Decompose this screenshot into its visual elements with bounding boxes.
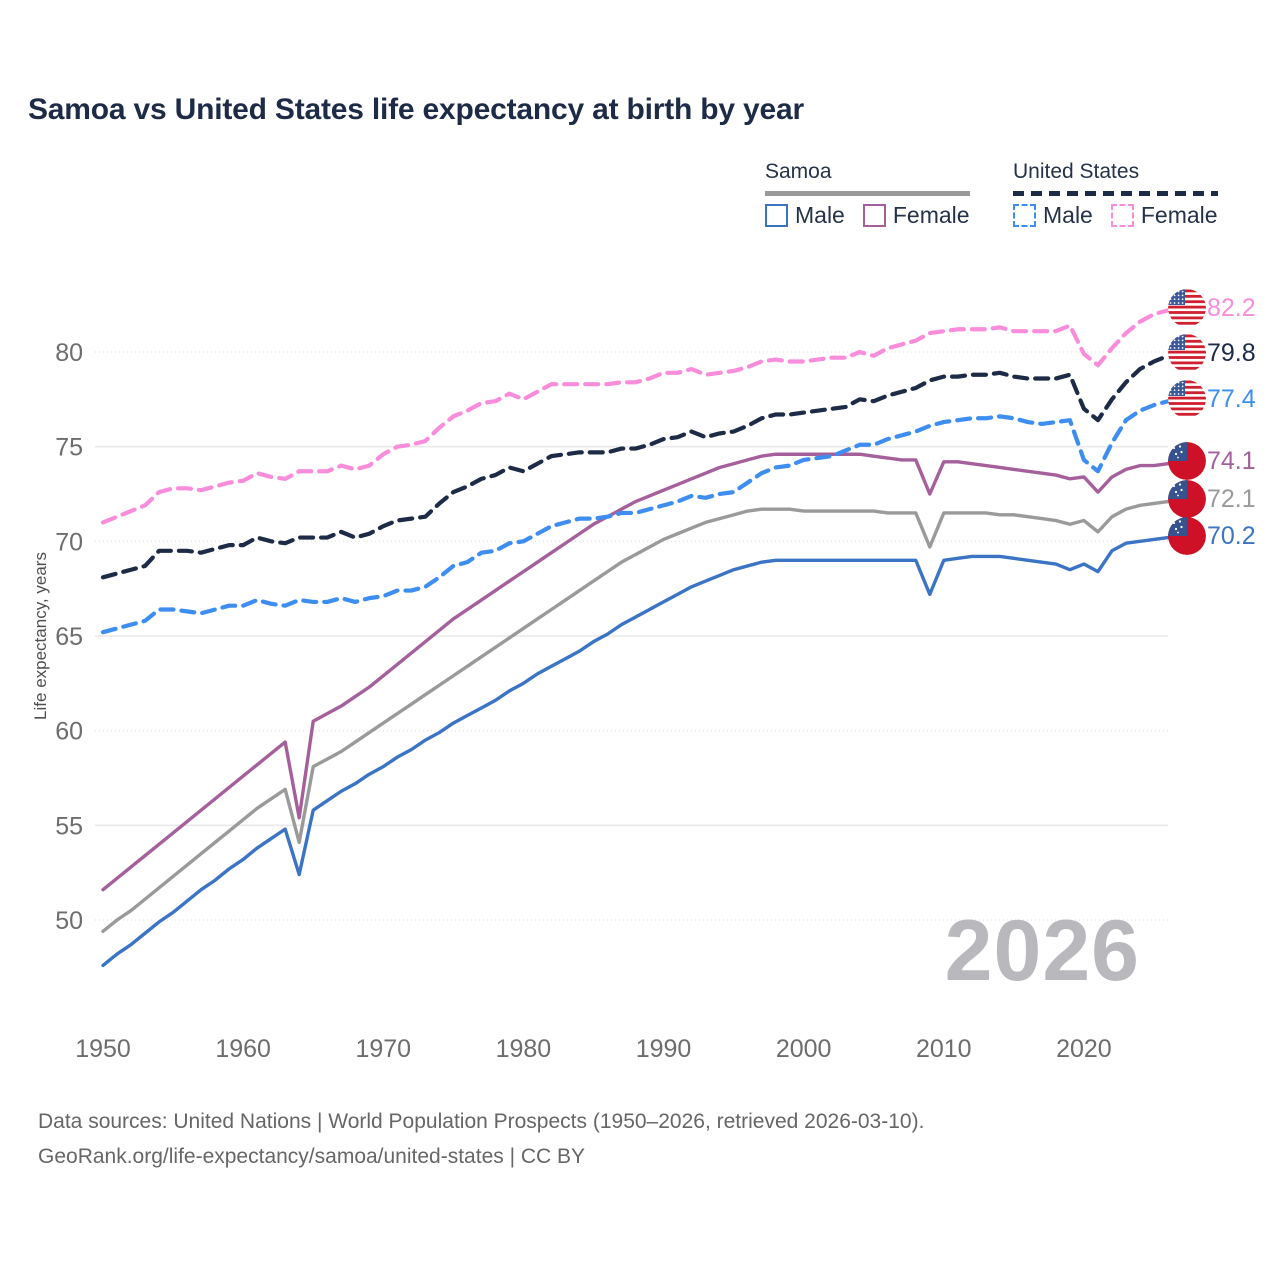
legend-rule-united-states xyxy=(1013,191,1218,196)
legend-item-samoa-male[interactable]: Male xyxy=(765,202,845,229)
y-axis-tick-label: 60 xyxy=(55,718,83,746)
flag-icon-united-states xyxy=(1168,289,1206,327)
x-axis-tick-label: 2020 xyxy=(1056,1035,1112,1063)
legend-group-samoa: Samoa Male Female xyxy=(765,160,970,229)
series-end-value-label: 72.1 xyxy=(1207,485,1256,513)
legend-rule-samoa xyxy=(765,191,970,196)
series-line xyxy=(100,353,1171,580)
legend-swatch-usa-female xyxy=(1110,204,1134,227)
legend-label-usa-male: Male xyxy=(1043,202,1093,228)
chart-footer: Data sources: United Nations | World Pop… xyxy=(38,1105,924,1174)
series-line xyxy=(101,535,1170,968)
x-axis-tick-label: 1970 xyxy=(355,1035,411,1063)
y-axis-tick-label: 75 xyxy=(55,434,83,462)
x-axis-tick-label: 2000 xyxy=(776,1035,832,1063)
x-axis-tick-label: 1960 xyxy=(215,1035,271,1063)
y-axis-tick-label: 65 xyxy=(55,623,83,651)
legend-item-samoa-female[interactable]: Female xyxy=(862,202,970,229)
year-watermark: 2026 xyxy=(944,903,1140,999)
legend-group-united-states: United States Male Female xyxy=(1013,160,1218,229)
series-end-value-label: 74.1 xyxy=(1207,447,1256,475)
flag-icon-united-states xyxy=(1168,380,1206,418)
y-axis-tick-label: 55 xyxy=(55,812,83,840)
footer-line-2: GeoRank.org/life-expectancy/samoa/united… xyxy=(38,1144,586,1168)
series-line xyxy=(100,308,1171,525)
series-end-value-label: 77.4 xyxy=(1207,385,1256,413)
legend-label-usa-female: Female xyxy=(1140,202,1218,228)
legend-item-usa-male[interactable]: Male xyxy=(1013,202,1093,229)
y-axis-title: Life expectancy, years xyxy=(31,552,50,720)
page-title: Samoa vs United States life expectancy a… xyxy=(28,93,804,126)
series-end-value-label: 82.2 xyxy=(1207,294,1256,322)
series-line xyxy=(100,399,1171,635)
chart-legend: Samoa Male Female United States Male xyxy=(760,160,1255,240)
legend-swatch-samoa-female xyxy=(862,204,886,227)
y-axis-tick-label: 50 xyxy=(55,907,83,935)
legend-label-samoa-female: Female xyxy=(892,202,970,228)
y-axis-tick-label: 70 xyxy=(55,528,83,556)
legend-swatch-samoa-male xyxy=(765,204,788,227)
series-line xyxy=(101,499,1170,934)
x-axis-tick-label: 1950 xyxy=(75,1035,131,1063)
legend-country-united-states: United States xyxy=(1013,160,1140,183)
x-axis-tick-label: 2010 xyxy=(916,1035,972,1063)
flag-icon-samoa xyxy=(1168,480,1206,518)
series-line xyxy=(101,452,1170,892)
legend-country-samoa: Samoa xyxy=(765,160,832,183)
flag-icon-united-states xyxy=(1168,334,1206,372)
x-axis-tick-label: 1980 xyxy=(496,1035,552,1063)
series-end-value-label: 79.8 xyxy=(1207,339,1256,367)
legend-item-usa-female[interactable]: Female xyxy=(1110,202,1218,229)
legend-label-samoa-male: Male xyxy=(795,202,845,228)
legend-swatch-usa-male xyxy=(1013,204,1036,227)
y-axis-tick-label: 80 xyxy=(55,339,83,367)
footer-line-1: Data sources: United Nations | World Pop… xyxy=(38,1110,925,1133)
series-end-value-label: 70.2 xyxy=(1207,522,1256,550)
flag-icon-samoa xyxy=(1168,517,1206,555)
flag-icon-samoa xyxy=(1168,442,1206,480)
x-axis-tick-label: 1990 xyxy=(636,1035,692,1063)
